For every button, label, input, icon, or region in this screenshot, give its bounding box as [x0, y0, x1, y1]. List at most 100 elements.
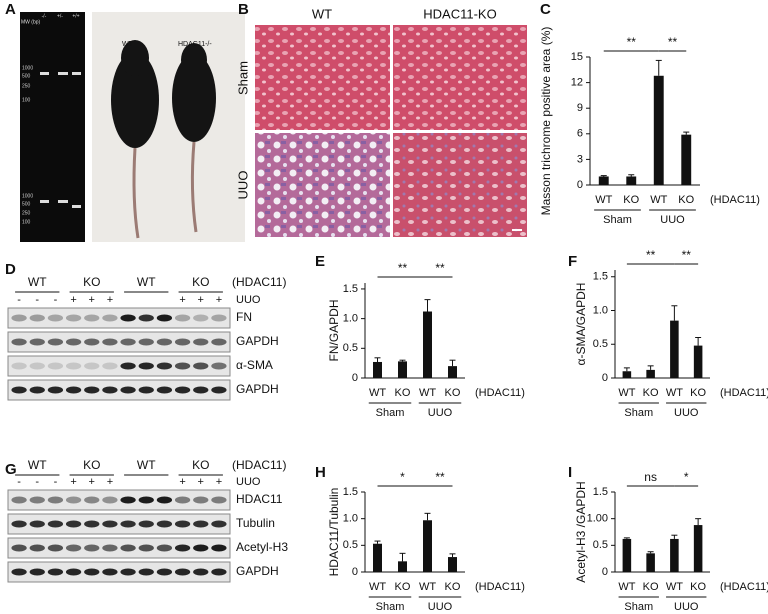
x-tick-label: WT	[419, 581, 436, 593]
uuo-label: +	[89, 294, 95, 306]
blot-band	[174, 314, 191, 322]
x-tick-label: WT	[595, 194, 612, 206]
blot-band	[174, 496, 191, 504]
x-tick-label: WT	[419, 387, 436, 399]
x-tick-label: KO	[395, 387, 411, 399]
blot-band	[84, 568, 100, 576]
blot-band	[156, 362, 173, 370]
significance-label: ns	[644, 470, 657, 484]
blot-image	[7, 537, 231, 559]
y-axis-label: α-SMA/GAPDH	[574, 283, 588, 366]
x-tick-label: KO	[623, 194, 639, 206]
gel-marker: 500	[22, 73, 31, 79]
y-tick-label: 0.5	[593, 338, 608, 350]
blot-band	[29, 520, 45, 528]
gel-image	[20, 12, 85, 242]
blot-band	[211, 568, 227, 576]
gel-lane-label: +/-	[57, 13, 63, 19]
y-tick-label: 3	[577, 153, 583, 165]
genotype-axis-label: (HDAC11)	[232, 275, 286, 289]
blot-band	[29, 338, 45, 346]
uuo-label: +	[179, 294, 185, 306]
blot-band	[102, 362, 118, 370]
histology-image	[255, 25, 390, 130]
blot-band	[65, 314, 82, 322]
x-tick-label: WT	[666, 581, 683, 593]
blot-band	[102, 568, 118, 576]
blot-band	[102, 520, 118, 528]
y-tick-label: 0	[602, 372, 608, 384]
blot-band	[47, 496, 64, 504]
significance-label: **	[668, 35, 678, 49]
blot-band	[65, 362, 82, 370]
genotype-label: WT	[28, 275, 47, 289]
category-axis-label: (HDAC11)	[475, 581, 525, 593]
y-tick-label: 1.5	[343, 486, 358, 498]
x-tick-label: KO	[690, 387, 706, 399]
uuo-label: +	[107, 476, 113, 488]
band-label: FN	[236, 310, 252, 324]
y-tick-label: 1.00	[587, 513, 608, 525]
band-label: Tubulin	[236, 516, 275, 530]
mice	[111, 40, 216, 239]
blot-band	[84, 386, 100, 394]
gel-marker: 100	[22, 219, 31, 225]
blot-image	[7, 307, 231, 329]
genotype-label: WT	[137, 275, 156, 289]
significance-label: **	[627, 35, 637, 49]
uuo-axis-label: UUO	[236, 294, 261, 306]
blot-band	[120, 314, 136, 322]
blot-band	[120, 496, 136, 504]
blot-band	[11, 568, 27, 576]
blot-band	[156, 496, 173, 504]
blot-band	[120, 520, 136, 528]
blot-band	[211, 314, 227, 322]
significance-label: **	[682, 248, 692, 262]
blot-band	[102, 386, 118, 394]
x-tick-label: WT	[666, 387, 683, 399]
blot-band	[11, 338, 27, 346]
bar	[622, 538, 632, 572]
bar	[681, 134, 692, 185]
blot-band	[65, 544, 82, 552]
mice-photo	[92, 12, 245, 242]
panel-label: C	[540, 1, 551, 18]
x-tick-label: KO	[678, 194, 694, 206]
blot-band	[138, 338, 154, 346]
y-tick-label: 1.5	[593, 486, 608, 498]
y-tick-label: 1.0	[343, 513, 358, 525]
group-label: UUO	[428, 407, 453, 419]
uuo-label: -	[17, 294, 21, 306]
bar	[423, 311, 432, 378]
blot-band	[47, 568, 64, 576]
category-axis-label: (HDAC11)	[475, 387, 525, 399]
y-tick-label: 12	[571, 77, 583, 89]
bar	[626, 176, 637, 185]
blot-band	[193, 496, 209, 504]
blot-band	[174, 338, 191, 346]
y-tick-label: 0	[352, 566, 358, 578]
panel-label: H	[315, 464, 326, 481]
blot-band	[156, 338, 173, 346]
blot-band	[84, 362, 100, 370]
bar	[646, 553, 655, 572]
bar	[693, 525, 703, 572]
y-tick-label: 1.5	[343, 283, 358, 295]
uuo-label: +	[179, 476, 185, 488]
bar	[423, 520, 432, 572]
blot-band	[193, 386, 209, 394]
blot-band	[120, 568, 136, 576]
y-tick-label: 0.5	[343, 342, 358, 354]
blot-band	[84, 338, 100, 346]
blot-band	[193, 544, 209, 552]
genotype-label: KO	[192, 458, 209, 472]
genotype-label: WT	[28, 458, 47, 472]
genotype-label: KO	[83, 275, 100, 289]
mouse-label: WT	[122, 41, 134, 48]
uuo-label: +	[198, 476, 204, 488]
bar	[448, 557, 457, 572]
blot-band	[174, 568, 191, 576]
blot-band	[29, 314, 45, 322]
blot-band	[29, 568, 45, 576]
group-label: UUO	[660, 214, 685, 226]
